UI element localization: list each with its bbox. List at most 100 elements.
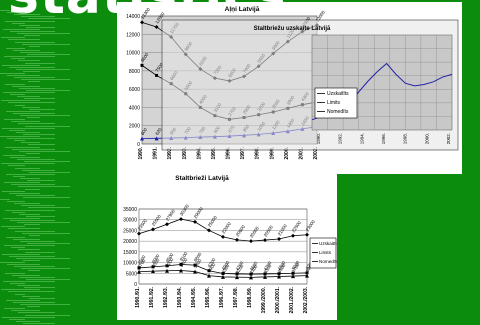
data-label: 8600: [140, 51, 150, 62]
background-stripe: [27, 117, 40, 119]
background-stripe: [0, 199, 10, 200]
data-label: 4600: [249, 260, 259, 271]
background-stripe: [1, 100, 40, 102]
background-stripe: [0, 262, 25, 263]
legend-label: Nomedīts: [327, 109, 349, 115]
x-tick-label: 2002./2003.: [303, 286, 309, 313]
data-point: [221, 272, 225, 275]
background-stripe: [20, 115, 70, 116]
data-point: [235, 272, 239, 276]
background-stripe: [15, 104, 25, 106]
background-stripe: [15, 41, 55, 43]
background-stripe: [8, 291, 55, 293]
data-label: 600: [140, 127, 149, 136]
background-stripe: [29, 234, 40, 236]
y-tick-label: 2000: [129, 124, 140, 130]
data-point: [263, 272, 267, 276]
background-stripe: [12, 85, 40, 87]
background-stripe: [18, 123, 55, 125]
background-stripe: [16, 320, 40, 322]
background-stripe: [21, 142, 40, 144]
data-label: 20500: [263, 224, 275, 238]
background-stripe: [28, 270, 40, 272]
data-label: 4800: [277, 260, 287, 271]
data-point: [151, 269, 155, 274]
background-stripe: [1, 289, 40, 291]
background-stripe: [23, 196, 70, 198]
background-stripe: [6, 173, 55, 175]
background-stripe: [20, 304, 70, 305]
background-stripe: [0, 73, 25, 74]
background-stripe: [22, 295, 40, 297]
data-point: [193, 263, 197, 267]
data-label: 6200: [207, 257, 217, 268]
data-label: 30300: [179, 203, 191, 217]
background-stripe: [11, 247, 25, 249]
background-stripe: [8, 102, 55, 104]
background-stripe: [12, 148, 55, 150]
x-tick-label: 1995.: [211, 146, 217, 159]
background-stripe: [13, 301, 55, 303]
data-label: 23000: [305, 219, 317, 233]
y-tick-label: 5000: [126, 271, 137, 277]
x-tick-label: 1993.: [182, 146, 188, 159]
background-stripe: [10, 283, 25, 284]
background-stripe: [14, 140, 25, 142]
y-tick-label: 14000: [126, 14, 140, 20]
x-tick-label: 1993./94.: [177, 286, 183, 307]
background-stripe: [12, 22, 25, 24]
background-stripe: [18, 312, 55, 314]
data-label: 13000: [315, 9, 327, 23]
data-point: [140, 20, 144, 25]
data-point: [249, 239, 253, 244]
y-tick-label: 6000: [129, 87, 140, 93]
background-stripe: [17, 96, 40, 98]
background-stripe: [18, 60, 40, 62]
background-stripe: [26, 89, 70, 91]
background-stripe: [21, 16, 55, 18]
background-stripe: [22, 169, 55, 171]
data-label: 3500: [277, 263, 287, 274]
background-stripe: [23, 322, 55, 324]
data-point: [151, 227, 155, 232]
background-stripe: [24, 224, 40, 226]
background-stripe: [21, 205, 55, 207]
background-stripe: [28, 144, 55, 146]
background-stripe: [16, 131, 40, 133]
background-stripe: [18, 186, 70, 188]
background-stripe: [9, 66, 55, 68]
data-label: 23500: [137, 218, 149, 232]
data-label: 12800: [154, 11, 166, 25]
background-stripe: [21, 268, 70, 270]
legend-label: Limits: [319, 250, 332, 255]
y-tick-label: 15000: [123, 250, 137, 256]
background-stripe: [13, 238, 40, 240]
x-tick-label: 2001./2002.: [289, 286, 295, 313]
x-tick-label: 1998.: [255, 146, 261, 159]
x-tick-label: 1992.: [167, 146, 173, 159]
background-stripe: [7, 75, 40, 77]
background-stripe: [29, 45, 40, 47]
chart-panel-top: Aļņi Latvijā 0 2000 4000 6000 8000 10000 12000 1…: [117, 2, 462, 174]
data-label: 22000: [221, 221, 233, 235]
y-tick-label: 25000: [123, 228, 137, 234]
x-tick-label: 2001.: [298, 146, 304, 159]
background-stripe: [6, 47, 25, 49]
data-label: 3700: [291, 262, 301, 273]
background-stripe: [1, 226, 25, 228]
data-label: 7500: [137, 254, 147, 265]
legend-box: [309, 237, 337, 269]
x-tick-label: 1999./2000.: [261, 286, 267, 313]
data-point: [277, 272, 281, 276]
background-stripe: [20, 52, 55, 53]
x-tick-label: 2000.: [284, 146, 290, 159]
background-stripe: [20, 241, 55, 242]
y-tick-label: 10000: [126, 51, 140, 57]
data-label: 4700: [263, 260, 273, 271]
background-stripe: [25, 251, 55, 253]
background-stripe: [27, 180, 55, 182]
data-point: [277, 237, 281, 241]
chart-bottom-svg: Staltbrieži Latvijā050001000015000200002…: [123, 175, 340, 313]
background-stripe: [17, 33, 70, 35]
background-stripe: [26, 215, 55, 217]
